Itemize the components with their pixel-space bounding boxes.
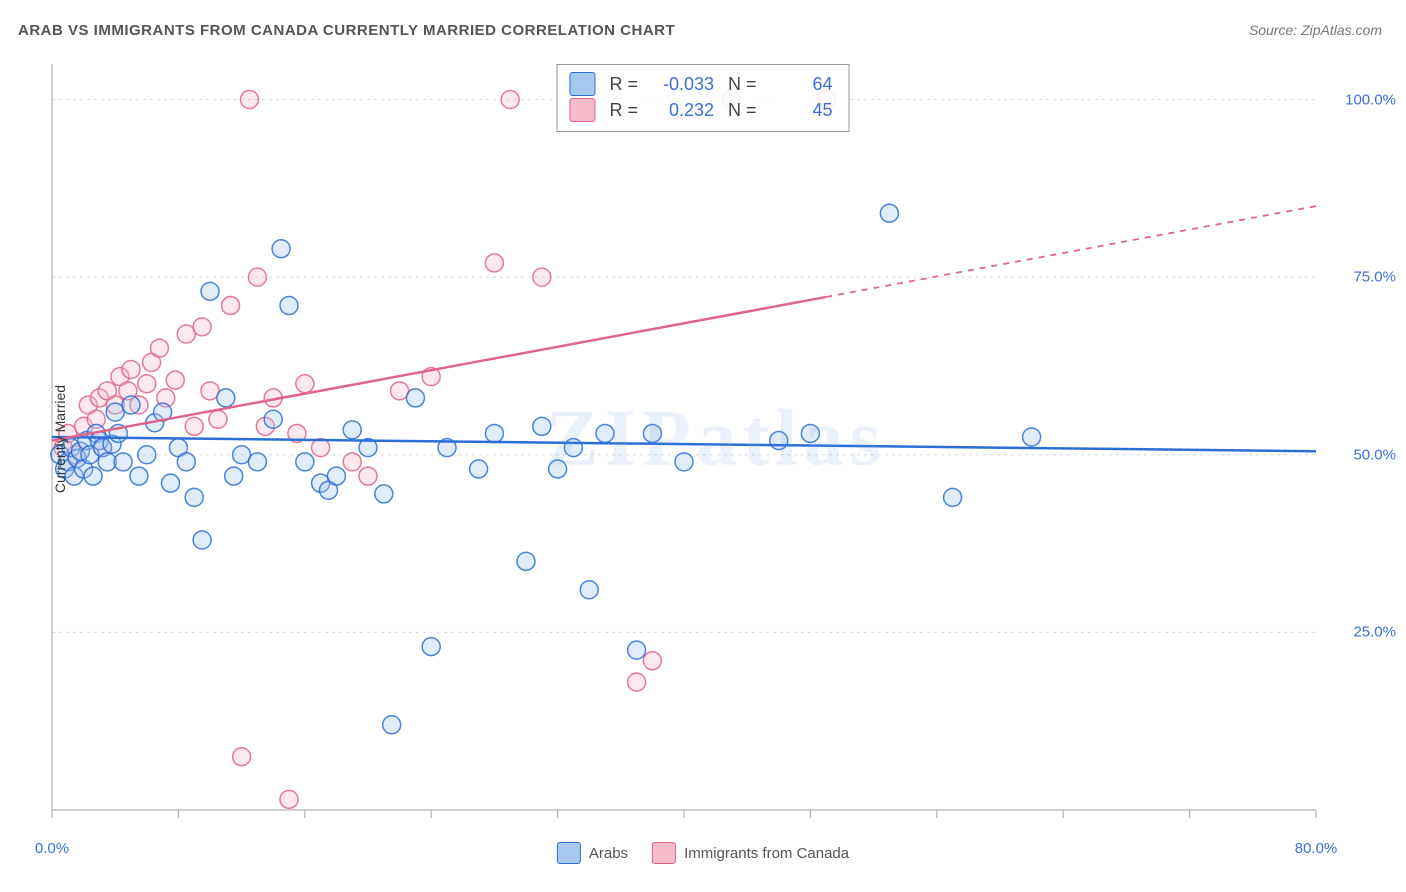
data-point xyxy=(485,254,503,272)
data-point xyxy=(193,318,211,336)
legend-item: Immigrants from Canada xyxy=(652,842,849,864)
data-point xyxy=(801,424,819,442)
legend-series: Arabs Immigrants from Canada xyxy=(557,842,849,864)
data-point xyxy=(166,371,184,389)
data-point xyxy=(359,467,377,485)
data-point xyxy=(533,268,551,286)
data-point xyxy=(280,790,298,808)
y-tick-label: 25.0% xyxy=(1353,624,1396,641)
legend-swatch xyxy=(569,72,595,96)
x-tick-label: 0.0% xyxy=(35,840,69,857)
data-point xyxy=(114,453,132,471)
data-point xyxy=(222,297,240,315)
data-point xyxy=(248,453,266,471)
data-point xyxy=(177,453,195,471)
data-point xyxy=(217,389,235,407)
legend-stats-row: R = -0.033 N = 64 xyxy=(569,71,832,97)
data-point xyxy=(209,410,227,428)
data-point xyxy=(201,282,219,300)
legend-R-value: 0.232 xyxy=(652,97,714,123)
y-axis-label: Currently Married xyxy=(52,385,68,493)
legend-R-value: -0.033 xyxy=(652,71,714,97)
legend-N-label: N = xyxy=(728,97,757,123)
data-point xyxy=(343,453,361,471)
data-point xyxy=(122,361,140,379)
data-point xyxy=(596,424,614,442)
data-point xyxy=(327,467,345,485)
data-point xyxy=(296,375,314,393)
data-point xyxy=(406,389,424,407)
legend-R-label: R = xyxy=(609,97,638,123)
chart-title: ARAB VS IMMIGRANTS FROM CANADA CURRENTLY… xyxy=(18,22,675,39)
legend-item: Arabs xyxy=(557,842,628,864)
data-point xyxy=(233,748,251,766)
legend-label: Immigrants from Canada xyxy=(684,845,849,862)
plot-area: Currently Married ZIPatlas xyxy=(46,54,1386,824)
data-point xyxy=(880,204,898,222)
x-tick-label: 80.0% xyxy=(1295,840,1338,857)
data-point xyxy=(312,439,330,457)
legend-N-value: 64 xyxy=(771,71,833,97)
data-point xyxy=(122,396,140,414)
data-point xyxy=(375,485,393,503)
data-point xyxy=(533,417,551,435)
data-point xyxy=(383,716,401,734)
data-point xyxy=(643,424,661,442)
data-point xyxy=(84,467,102,485)
data-point xyxy=(628,673,646,691)
data-point xyxy=(564,439,582,457)
source-attribution: Source: ZipAtlas.com xyxy=(1249,22,1382,38)
data-point xyxy=(470,460,488,478)
data-point xyxy=(944,488,962,506)
data-point xyxy=(517,552,535,570)
data-point xyxy=(343,421,361,439)
data-point xyxy=(675,453,693,471)
data-point xyxy=(185,488,203,506)
data-point xyxy=(193,531,211,549)
legend-swatch xyxy=(569,98,595,122)
data-point xyxy=(185,417,203,435)
regression-line xyxy=(52,297,826,441)
regression-line-extrapolated xyxy=(826,206,1316,297)
legend-N-value: 45 xyxy=(771,97,833,123)
legend-swatch xyxy=(652,842,676,864)
data-point xyxy=(501,91,519,109)
data-point xyxy=(138,375,156,393)
legend-stats: R = -0.033 N = 64 R = 0.232 N = 45 xyxy=(556,64,849,132)
legend-swatch xyxy=(557,842,581,864)
legend-stats-row: R = 0.232 N = 45 xyxy=(569,97,832,123)
y-tick-label: 100.0% xyxy=(1345,91,1396,108)
data-point xyxy=(241,91,259,109)
data-point xyxy=(264,410,282,428)
data-point xyxy=(150,339,168,357)
data-point xyxy=(770,432,788,450)
y-tick-label: 50.0% xyxy=(1353,446,1396,463)
legend-label: Arabs xyxy=(589,845,628,862)
legend-R-label: R = xyxy=(609,71,638,97)
data-point xyxy=(549,460,567,478)
data-point xyxy=(138,446,156,464)
scatter-plot-svg xyxy=(46,54,1386,824)
data-point xyxy=(1023,428,1041,446)
data-point xyxy=(280,297,298,315)
data-point xyxy=(643,652,661,670)
data-point xyxy=(485,424,503,442)
data-point xyxy=(130,467,148,485)
data-point xyxy=(296,453,314,471)
data-point xyxy=(580,581,598,599)
data-point xyxy=(422,638,440,656)
data-point xyxy=(628,641,646,659)
y-tick-labels: 25.0% 50.0% 75.0% 100.0% xyxy=(1336,54,1406,824)
data-point xyxy=(162,474,180,492)
data-point xyxy=(272,240,290,258)
y-tick-label: 75.0% xyxy=(1353,269,1396,286)
data-point xyxy=(225,467,243,485)
legend-N-label: N = xyxy=(728,71,757,97)
data-point xyxy=(248,268,266,286)
